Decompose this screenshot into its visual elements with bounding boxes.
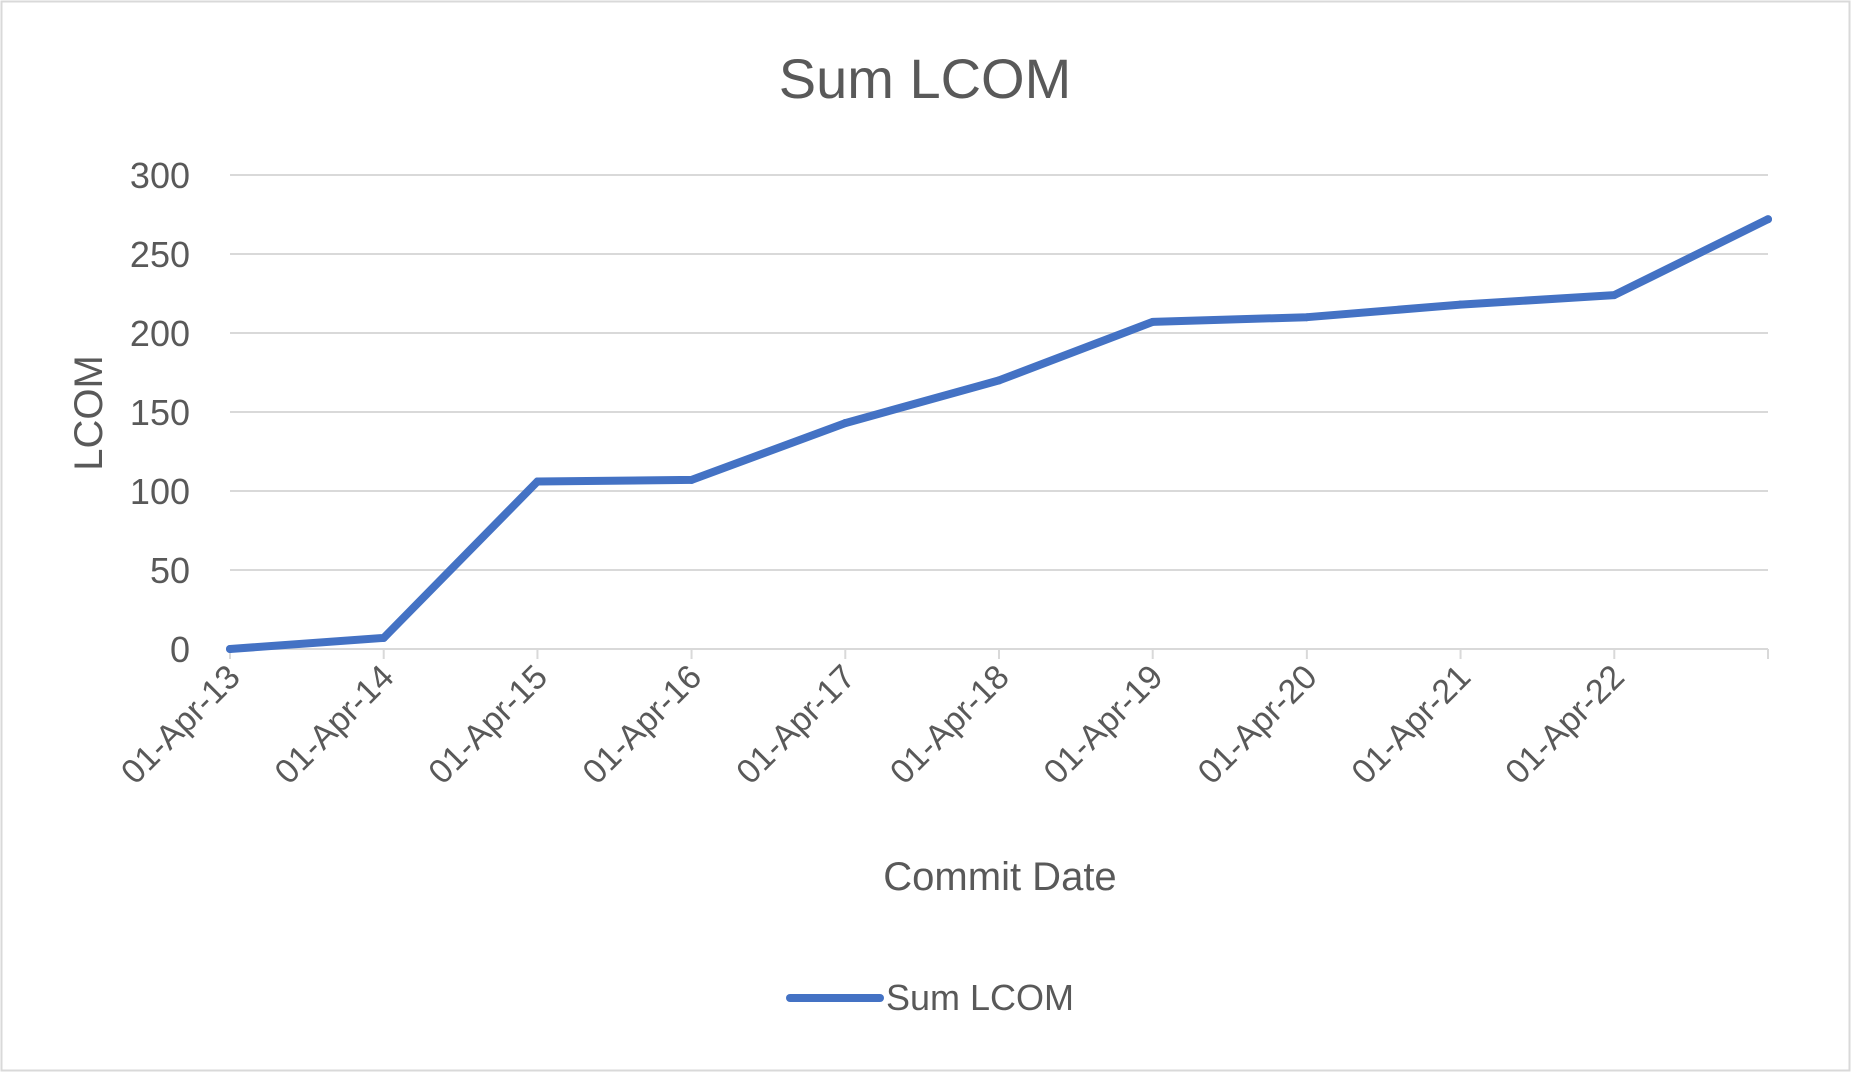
x-axis: [229, 648, 1769, 659]
data-point-0-3: [687, 475, 696, 484]
x-axis-label: Commit Date: [883, 855, 1116, 899]
data-point-0-0: [226, 645, 234, 653]
legend-label-sum-lcom: Sum LCOM: [886, 977, 1074, 1018]
series-layer: [226, 215, 1772, 653]
data-point-0-7: [1302, 313, 1311, 322]
y-tick-label-50: 50: [150, 550, 190, 591]
gridlines: [230, 174, 1768, 571]
y-axis-label: LCOM: [67, 355, 111, 471]
data-point-0-9: [1610, 291, 1619, 300]
data-point-0-5: [995, 376, 1003, 385]
data-point-0-4: [841, 419, 850, 428]
data-point-0-2: [533, 477, 542, 486]
legend: Sum LCOM: [786, 977, 1074, 1018]
data-point-0-10: [1764, 215, 1772, 224]
data-point-0-6: [1148, 317, 1157, 326]
y-tick-label-250: 250: [130, 234, 190, 275]
y-tick-label-200: 200: [130, 313, 190, 354]
y-tick-label-100: 100: [130, 471, 190, 512]
data-point-0-8: [1456, 300, 1465, 309]
y-tick-label-0: 0: [170, 629, 190, 670]
y-tick-label-300: 300: [130, 155, 190, 196]
y-tick-label-150: 150: [130, 392, 190, 433]
data-point-0-1: [379, 633, 388, 642]
chart-title: Sum LCOM: [779, 47, 1072, 110]
y-axis-tick-labels: 0 50 100 150 200 250 300: [130, 155, 190, 670]
